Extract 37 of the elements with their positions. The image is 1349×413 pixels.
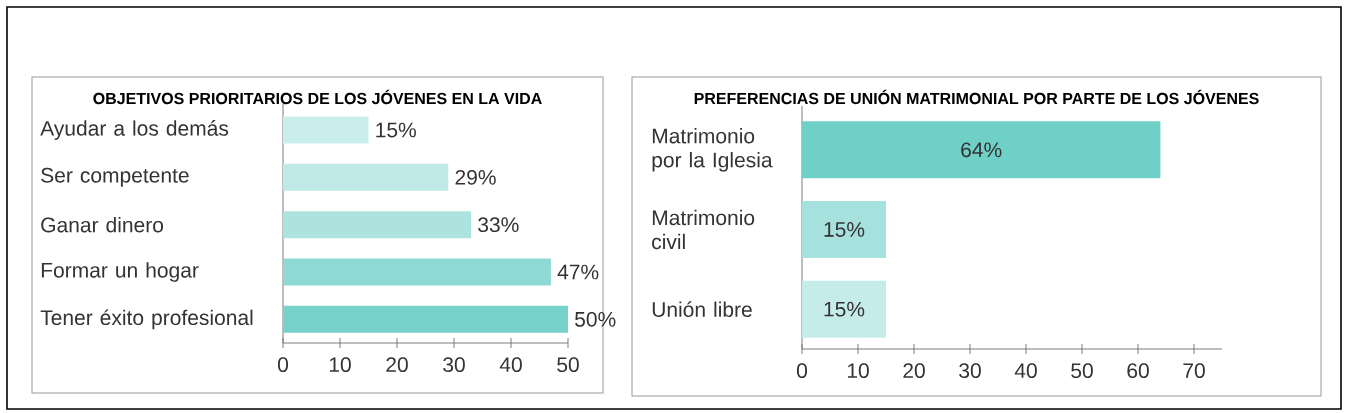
chart-title: OBJETIVOS PRIORITARIOS DE LOS JÓVENES EN LA VIDA <box>93 89 542 105</box>
x-tick-label: 0 <box>277 357 289 373</box>
x-tick-label: 10 <box>847 363 869 379</box>
x-tick-label: 0 <box>796 363 808 379</box>
x-tick-label: 20 <box>903 363 925 379</box>
y-tick-label: Matrimonio por la Iglesia <box>652 128 773 172</box>
bar <box>283 116 369 144</box>
bar <box>283 211 472 239</box>
y-tick-label: Matrimonio civil <box>652 209 755 250</box>
data-label: 33% <box>478 217 519 233</box>
x-tick-label: 10 <box>329 357 351 373</box>
x-tick-label: 50 <box>557 357 579 373</box>
x-tick-label: 30 <box>443 357 465 373</box>
bar <box>283 258 551 286</box>
chart-title: PREFERENCIAS DE UNIÓN MATRIMONIAL POR PARTE DE LOS JÓVENES <box>694 89 1259 105</box>
data-label: 50% <box>575 311 616 327</box>
bar <box>283 163 449 191</box>
y-tick-label: Tener éxito profesional <box>40 309 253 330</box>
y-tick-label: Ganar dinero <box>41 216 164 233</box>
x-tick-label: 50 <box>1071 363 1093 379</box>
data-label: 15% <box>824 301 865 317</box>
y-tick-label: Ayudar a los demás <box>40 120 229 140</box>
x-tick-label: 40 <box>499 357 522 373</box>
y-tick-label: Formar un hogar <box>41 262 199 282</box>
data-label: 64% <box>961 142 1002 158</box>
x-tick-label: 70 <box>1183 363 1205 379</box>
x-tick-label: 60 <box>1127 363 1149 379</box>
x-tick-label: 30 <box>959 363 981 379</box>
data-label: 29% <box>455 169 496 185</box>
y-tick-label: Ser competente <box>41 167 189 187</box>
y-tick-label: Unión libre <box>652 301 752 317</box>
x-tick-label: 40 <box>1014 363 1037 379</box>
data-label: 15% <box>376 122 416 138</box>
data-label: 47% <box>557 264 599 280</box>
data-label: 15% <box>824 222 865 237</box>
x-tick-label: 20 <box>386 357 408 373</box>
bar <box>283 305 568 333</box>
